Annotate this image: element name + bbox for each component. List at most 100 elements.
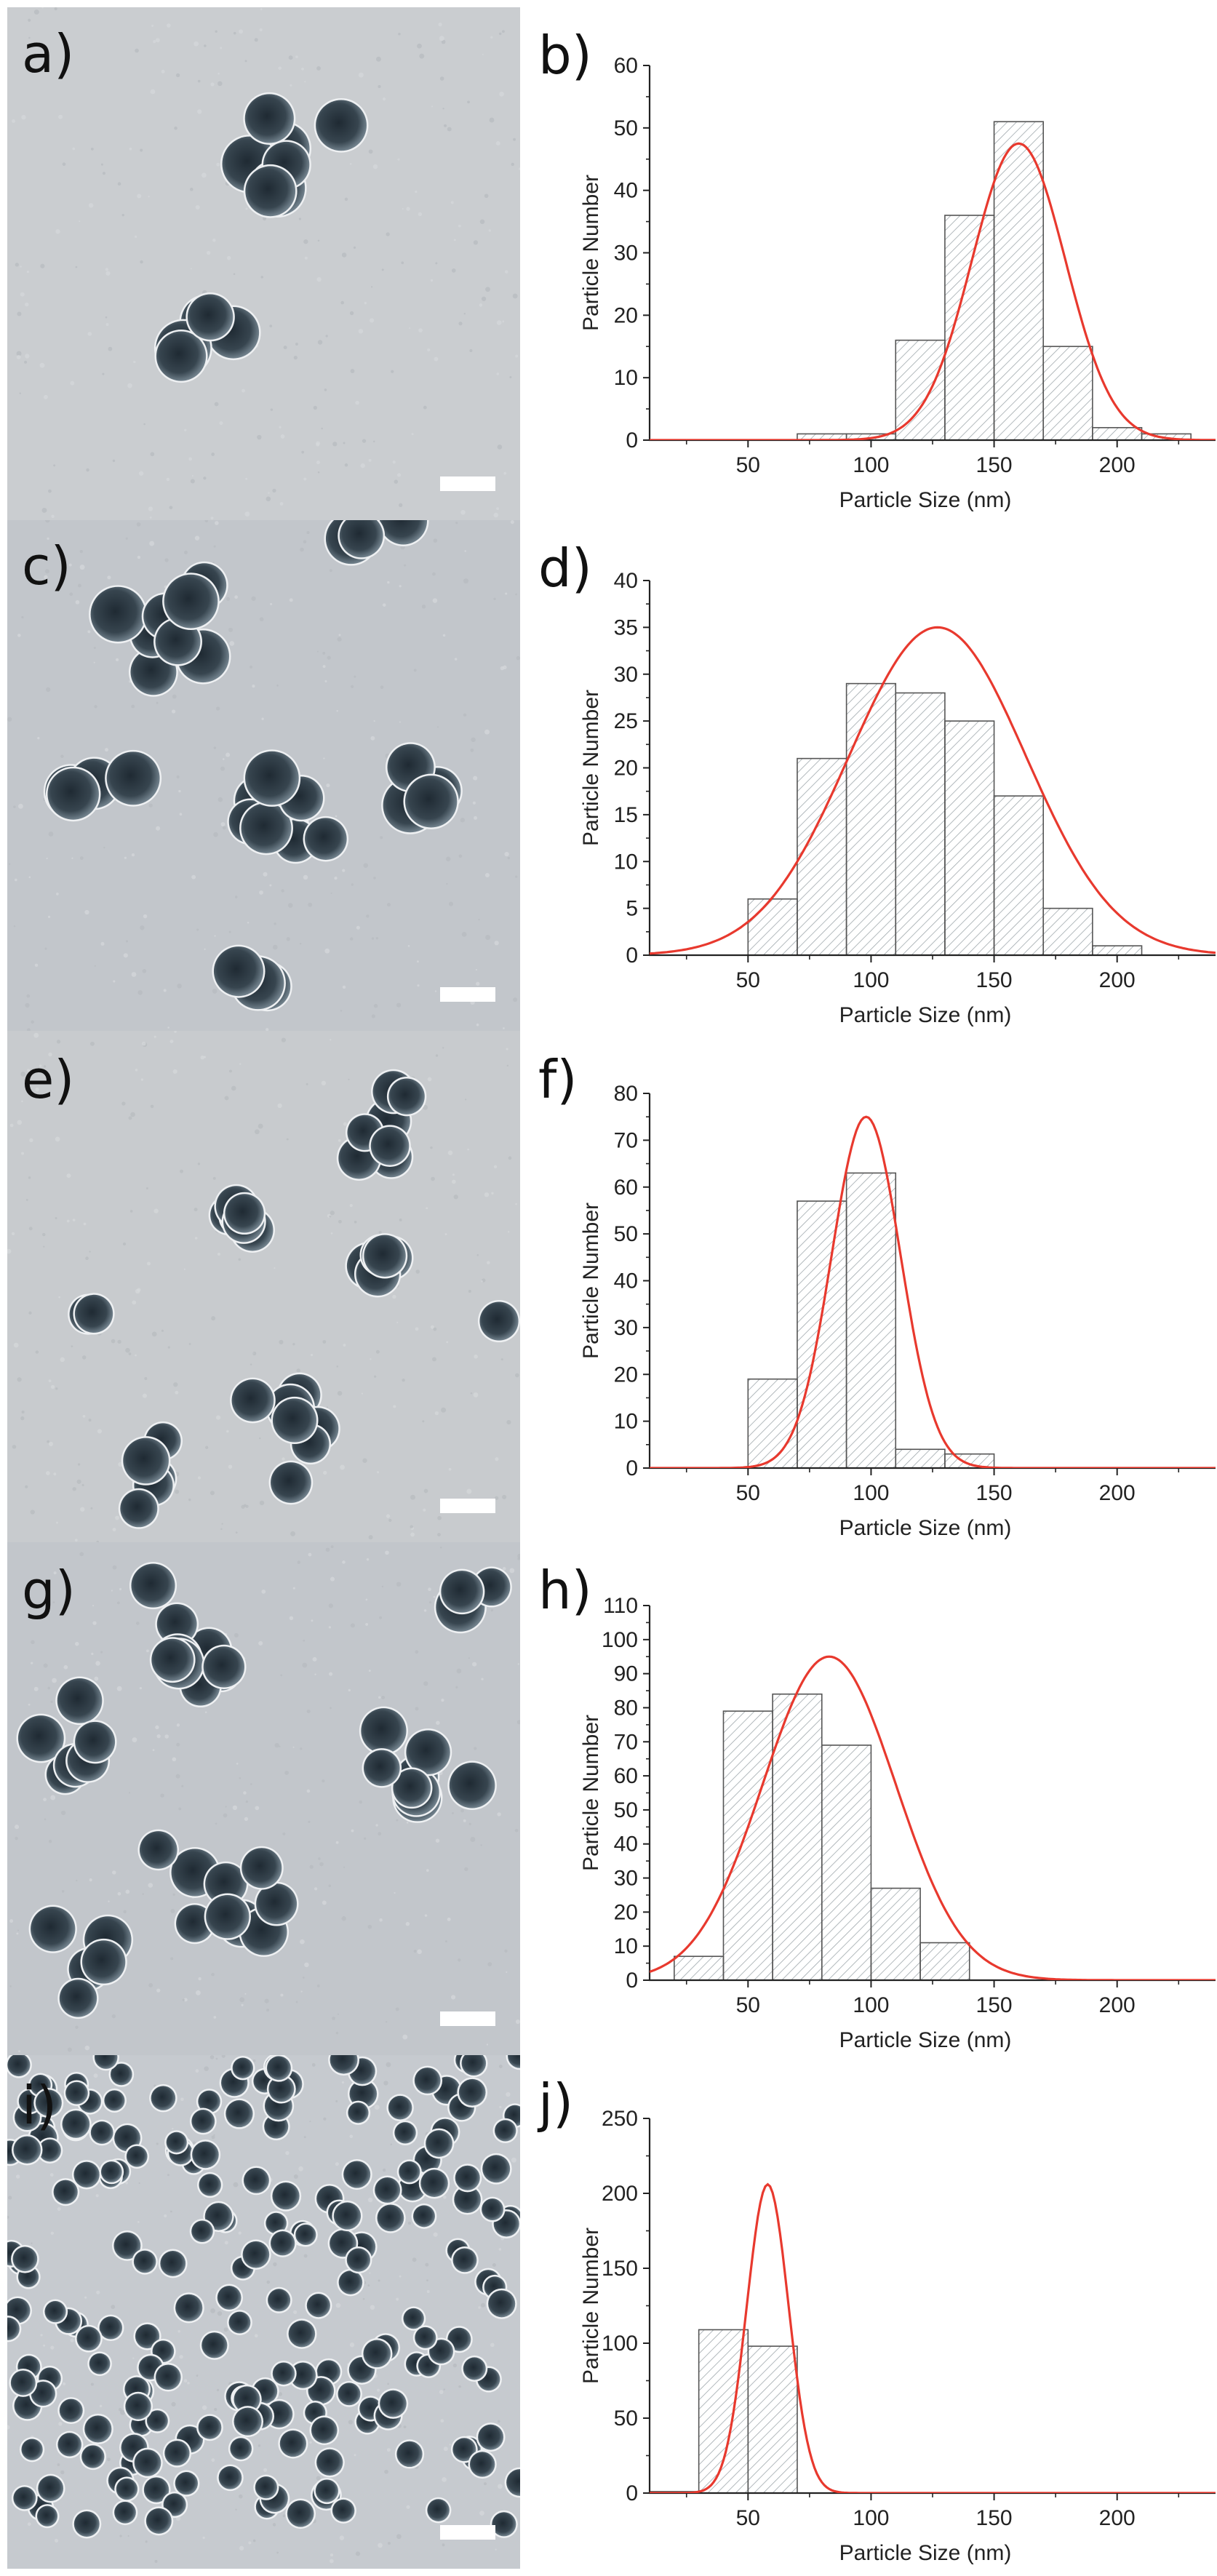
noise-speckle xyxy=(17,1377,22,1382)
noise-speckle xyxy=(9,863,11,865)
noise-speckle xyxy=(435,1838,440,1843)
noise-speckle xyxy=(316,442,320,447)
micrograph-background xyxy=(7,1031,520,1542)
noise-speckle xyxy=(313,405,318,410)
x-tick-label: 100 xyxy=(853,968,889,992)
noise-speckle xyxy=(250,1783,252,1785)
noise-speckle xyxy=(306,1082,308,1085)
noise-speckle xyxy=(7,2425,10,2430)
noise-speckle xyxy=(413,669,417,672)
histogram-bar xyxy=(747,2345,798,2494)
nanoparticle xyxy=(346,2248,370,2272)
noise-speckle xyxy=(213,2134,215,2137)
y-tick-label: 30 xyxy=(614,242,638,266)
noise-speckle xyxy=(509,1568,515,1574)
noise-speckle xyxy=(42,555,45,558)
nanoparticle xyxy=(426,2130,452,2157)
x-tick-label: 100 xyxy=(853,453,889,477)
x-axis-label: Particle Size (nm) xyxy=(839,1003,1012,1027)
noise-speckle xyxy=(149,516,152,519)
noise-speckle xyxy=(215,706,220,711)
noise-speckle xyxy=(424,1914,428,1917)
noise-speckle xyxy=(343,1344,346,1347)
noise-speckle xyxy=(244,1817,249,1822)
histogram-f: 0 10 20 30 40 50 60 70 80 50 100 150 200 Particle Siz… xyxy=(546,1028,1217,1543)
noise-speckle xyxy=(177,2330,180,2333)
noise-speckle xyxy=(399,585,402,588)
noise-speckle xyxy=(415,190,418,194)
noise-speckle xyxy=(454,658,458,661)
noise-speckle xyxy=(407,945,410,947)
noise-speckle xyxy=(311,2063,316,2067)
noise-speckle xyxy=(70,2338,74,2342)
noise-speckle xyxy=(281,1037,287,1042)
noise-speckle xyxy=(117,1891,121,1896)
noise-speckle xyxy=(500,1358,503,1361)
noise-speckle xyxy=(99,2404,103,2408)
noise-speckle xyxy=(53,464,56,467)
noise-speckle xyxy=(396,1582,402,1587)
noise-speckle xyxy=(218,72,220,75)
nanoparticle xyxy=(135,2324,160,2349)
noise-speckle xyxy=(155,38,160,43)
noise-speckle xyxy=(43,1245,45,1248)
noise-speckle xyxy=(295,2001,298,2003)
histogram-b: 0 10 20 30 40 50 60 50 100 150 200 Particle Size (n… xyxy=(546,0,1217,515)
noise-speckle xyxy=(467,100,470,104)
y-tick-label: 40 xyxy=(614,569,638,593)
noise-speckle xyxy=(369,2272,371,2274)
noise-speckle xyxy=(297,1560,301,1564)
noise-speckle xyxy=(132,1300,137,1305)
noise-speckle xyxy=(316,2476,321,2481)
noise-speckle xyxy=(442,634,446,637)
noise-speckle xyxy=(434,356,439,362)
nanoparticle xyxy=(380,2390,407,2417)
noise-speckle xyxy=(140,1078,144,1081)
noise-speckle xyxy=(193,41,199,47)
noise-speckle xyxy=(55,1217,57,1220)
noise-speckle xyxy=(452,1812,454,1814)
noise-speckle xyxy=(278,66,282,70)
noise-speckle xyxy=(48,1840,52,1843)
noise-speckle xyxy=(430,1325,434,1329)
noise-speckle xyxy=(463,1819,466,1822)
tem-image-c xyxy=(7,520,520,1031)
noise-speckle xyxy=(150,89,156,95)
noise-speckle xyxy=(332,442,338,447)
nanoparticle xyxy=(413,2205,435,2228)
noise-speckle xyxy=(442,1047,444,1049)
noise-speckle xyxy=(433,538,438,543)
noise-speckle xyxy=(440,2419,444,2423)
noise-speckle xyxy=(93,2073,98,2078)
nanoparticle xyxy=(482,2198,503,2221)
noise-speckle xyxy=(55,229,60,234)
noise-speckle xyxy=(135,48,139,53)
noise-speckle xyxy=(283,346,287,350)
noise-speckle xyxy=(215,1415,221,1420)
noise-speckle xyxy=(156,1734,161,1739)
noise-speckle xyxy=(223,2327,228,2332)
noise-speckle xyxy=(437,1533,441,1536)
y-tick-label: 0 xyxy=(626,2481,638,2505)
noise-speckle xyxy=(506,1048,508,1050)
noise-speckle xyxy=(322,651,326,655)
noise-speckle xyxy=(339,2535,345,2540)
noise-speckle xyxy=(276,2551,279,2554)
noise-speckle xyxy=(380,685,384,689)
noise-speckle xyxy=(163,989,167,992)
noise-speckle xyxy=(194,1237,198,1240)
noise-speckle xyxy=(188,1498,191,1502)
noise-speckle xyxy=(456,1668,462,1674)
noise-speckle xyxy=(225,1806,227,1808)
noise-speckle xyxy=(437,1515,442,1520)
noise-speckle xyxy=(360,463,365,468)
nanoparticle xyxy=(65,2081,88,2105)
nanoparticle xyxy=(316,2449,343,2476)
noise-speckle xyxy=(183,1268,185,1270)
nanoparticle xyxy=(495,2120,516,2142)
noise-speckle xyxy=(89,1878,92,1882)
nanoparticle xyxy=(463,2357,486,2380)
noise-speckle xyxy=(415,1327,419,1331)
noise-speckle xyxy=(245,477,248,480)
noise-speckle xyxy=(115,658,119,662)
